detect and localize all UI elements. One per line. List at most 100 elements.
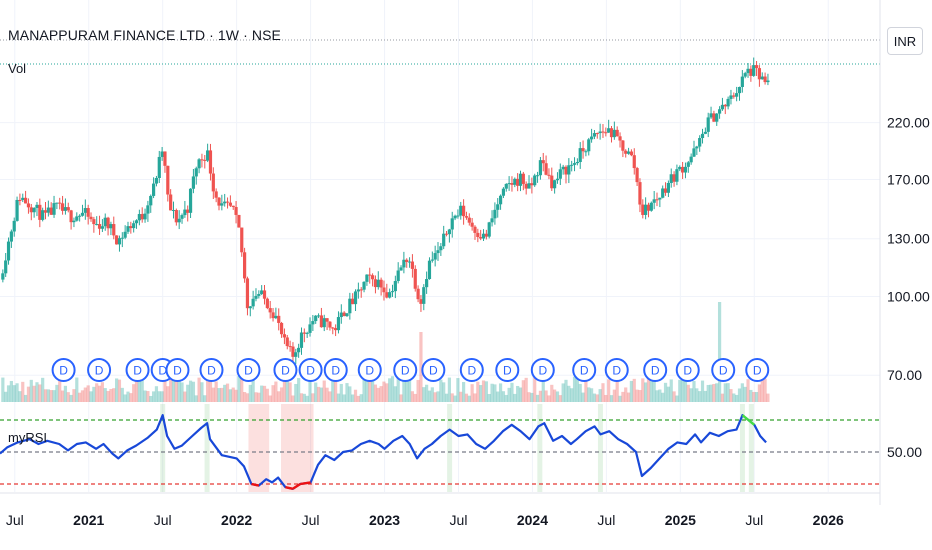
candle-body bbox=[49, 207, 53, 215]
rsi-tick-label: 50.00 bbox=[887, 444, 922, 460]
candle-body bbox=[188, 188, 193, 213]
overbought-shading bbox=[204, 404, 210, 492]
overbought-shading bbox=[597, 404, 603, 492]
candle-body bbox=[63, 207, 68, 211]
volume-bar bbox=[607, 379, 611, 402]
volume-bar bbox=[188, 380, 193, 402]
dividend-badge bbox=[393, 358, 418, 382]
candle-body bbox=[595, 133, 599, 135]
time-tick-label: 2021 bbox=[73, 512, 104, 528]
candle-body bbox=[32, 207, 36, 213]
volume-bar bbox=[490, 383, 494, 402]
volume-bar bbox=[629, 380, 634, 402]
dividend-badge bbox=[745, 358, 770, 382]
volume-bar bbox=[191, 381, 196, 402]
volume-bar bbox=[265, 388, 269, 402]
volume-bar bbox=[584, 381, 588, 402]
candle-body bbox=[254, 295, 258, 299]
candle-body bbox=[550, 175, 554, 189]
volume-bar bbox=[288, 382, 292, 402]
candle-body bbox=[18, 199, 22, 201]
candle-body bbox=[373, 279, 378, 288]
overbought-shading bbox=[160, 404, 166, 492]
price-tick-label: 170.00 bbox=[887, 172, 930, 188]
candle-body bbox=[558, 169, 562, 179]
candle-body bbox=[328, 321, 332, 328]
volume-bar bbox=[572, 376, 577, 402]
candle-body bbox=[604, 132, 608, 134]
rsi-threshold-segment bbox=[300, 481, 311, 486]
price-tick-label: 100.00 bbox=[887, 289, 930, 305]
volume-bar bbox=[638, 390, 642, 402]
candle-body bbox=[15, 199, 19, 221]
candle-body bbox=[541, 160, 545, 164]
time-tick-label: Jul bbox=[597, 512, 615, 528]
volume-bar bbox=[743, 386, 747, 402]
candle-body bbox=[177, 218, 181, 223]
volume-bar bbox=[464, 393, 469, 402]
candle-body bbox=[735, 93, 739, 97]
volume-bar bbox=[678, 379, 682, 402]
candle-body bbox=[581, 148, 585, 152]
candle-body bbox=[649, 202, 653, 211]
candle-body bbox=[723, 104, 727, 107]
volume-indicator-label[interactable]: Vol bbox=[8, 61, 27, 76]
candle-body bbox=[425, 279, 429, 288]
candle-body bbox=[410, 261, 415, 269]
volume-bar bbox=[72, 389, 76, 402]
volume-bar bbox=[186, 384, 190, 402]
volume-bar bbox=[510, 382, 514, 402]
volume-bar bbox=[496, 391, 500, 402]
volume-bar bbox=[41, 377, 45, 402]
dividend-badge-label: D bbox=[651, 364, 660, 378]
volume-bar bbox=[211, 387, 215, 402]
volume-bar bbox=[197, 377, 201, 402]
candle-body bbox=[305, 332, 309, 334]
candle-body bbox=[666, 183, 670, 193]
candle-body bbox=[80, 212, 85, 216]
candle-body bbox=[481, 233, 486, 239]
volume-bar bbox=[467, 395, 471, 402]
candle-body bbox=[439, 246, 443, 251]
volume-bar bbox=[123, 394, 127, 402]
volume-bar bbox=[274, 381, 278, 402]
volume-bar bbox=[646, 378, 651, 402]
volume-bar bbox=[92, 386, 96, 402]
rsi-indicator-label[interactable]: myRSI bbox=[8, 430, 47, 445]
volume-bar bbox=[686, 384, 690, 402]
volume-bar bbox=[666, 386, 670, 402]
currency-button[interactable]: INR bbox=[887, 27, 923, 55]
dividend-badge bbox=[572, 358, 597, 382]
dividend-badge bbox=[675, 358, 700, 382]
candle-body bbox=[646, 204, 651, 211]
volume-bar bbox=[524, 377, 528, 402]
candle-body bbox=[234, 207, 238, 215]
volume-bar bbox=[422, 387, 426, 402]
candle-body bbox=[43, 210, 48, 213]
candle-body bbox=[584, 151, 588, 153]
volume-bar bbox=[89, 391, 93, 402]
dividend-badge-label: D bbox=[95, 364, 104, 378]
candle-body bbox=[553, 180, 557, 189]
volume-bar bbox=[299, 393, 304, 402]
candle-body bbox=[655, 199, 659, 201]
volume-bar bbox=[166, 386, 170, 402]
volume-bar bbox=[58, 378, 62, 402]
dividend-badge-label: D bbox=[281, 364, 290, 378]
candle-body bbox=[262, 290, 267, 299]
candle-body bbox=[154, 178, 159, 184]
volume-bar bbox=[683, 379, 688, 402]
volume-bar bbox=[521, 380, 525, 402]
volume-bar bbox=[243, 392, 247, 402]
volume-bar bbox=[530, 392, 534, 402]
time-tick-label: 2022 bbox=[221, 512, 252, 528]
volume-bar bbox=[285, 377, 289, 402]
candle-body bbox=[95, 224, 99, 226]
dividend-badge bbox=[273, 358, 298, 382]
volume-bar bbox=[353, 389, 358, 402]
candle-body bbox=[277, 315, 281, 323]
volume-bar bbox=[459, 391, 463, 402]
volume-bar bbox=[97, 385, 102, 402]
rsi-threshold-segment bbox=[251, 482, 260, 487]
